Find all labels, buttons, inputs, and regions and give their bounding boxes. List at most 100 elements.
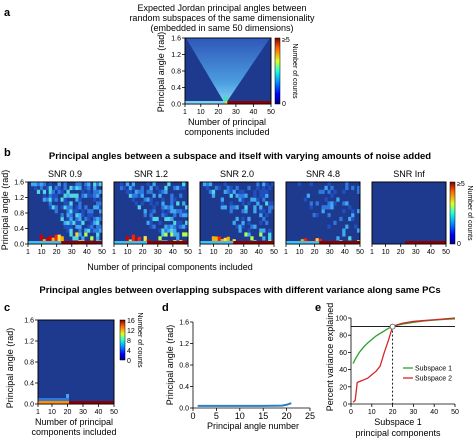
panel-b-snr-3-heat-cell <box>238 189 242 194</box>
panel-e-y-tick-label: 100 <box>335 316 347 323</box>
panel-b-snr-1-heat-cell <box>42 189 47 194</box>
panel-b-snr-1-heat-cell <box>87 189 91 194</box>
panel-b-colorbar-label: Number of counts <box>466 185 473 241</box>
panel-c-frame-top <box>37 319 115 405</box>
panel-b-snr-1-heat-cell <box>96 232 100 237</box>
panel-b-snr-1-heat-cell <box>36 189 41 194</box>
panel-letter-d: d <box>162 302 169 314</box>
panel-b-snr-1-hot-cell <box>45 237 50 244</box>
panel-b-snr-2-heat-cell <box>185 205 189 210</box>
panel-b-snr-3-heat-cell <box>259 232 263 237</box>
panel-b-snr-1-heat-cell <box>66 216 70 222</box>
panel-b-snr-2-heat-cell <box>131 182 136 187</box>
panel-b-snr-2-hot-cell <box>125 235 130 244</box>
panel-b-snr-1-heat-cell <box>96 193 100 198</box>
panel-b-snr-1-heat-cell <box>81 236 85 241</box>
panel-b-snr-2-heat-cell <box>149 224 153 229</box>
panel-b-snr-1-heat-cell <box>54 185 58 191</box>
panel-b-snr-1-heat-cell <box>48 205 52 210</box>
panel-a-bright-tip <box>223 96 228 102</box>
panel-b-snr-3-heat-cell <box>247 216 251 222</box>
panel-b-snr-3-heat-cell <box>235 224 239 229</box>
panel-b-snr-4-heat-cell <box>357 185 361 191</box>
panel-a-zero-band-peak <box>225 101 228 104</box>
panel-b-snr-3-heat-cell <box>220 201 224 206</box>
panel-b-snr-1-heat-cell <box>99 216 103 222</box>
panel-b-snr-1-heat-cell <box>93 182 97 187</box>
panel-b-snr-1-x-tick-label: 40 <box>83 249 91 256</box>
panel-d-x-tick-label: 0 <box>190 411 195 421</box>
panel-b-snr-1-heat-cell <box>78 232 82 237</box>
panel-c-y-tick-label: 0.0 <box>24 402 34 409</box>
panel-b-snr-2-heat-cell <box>128 193 133 198</box>
panel-b-snr-2-heat-cell <box>182 232 186 237</box>
panel-b-snr-3-heat-cell <box>259 193 263 198</box>
panel-b-snr-1-heat-cell <box>84 182 88 187</box>
panel-b-snr-2-zero-band-saturated <box>147 241 188 244</box>
panel-b-snr-1-title: SNR 0.9 <box>48 169 82 179</box>
panel-b-snr-3-heat-cell <box>268 209 272 214</box>
panel-b-snr-3-heat-cell <box>256 182 260 187</box>
panel-b-snr-3-hot-cell <box>214 236 219 244</box>
panel-b-snr-3-heat-cell <box>202 182 207 187</box>
panel-a-y-tick-label: 0.0 <box>171 102 181 109</box>
panel-b-snr-1-heat-cell <box>93 228 97 233</box>
panel-b-snr-1-heat-cell <box>75 209 79 214</box>
panel-b-snr-1-heat-cell <box>60 216 64 222</box>
panel-b-snr-2-heat-cell <box>170 232 174 237</box>
panel-b-snr-1-heat-cell <box>66 193 70 198</box>
panel-b-snr-3-x-tick-label: 40 <box>255 249 263 256</box>
panel-b-snr-3-heat-cell <box>259 220 263 225</box>
panel-b-snr-1-heat-cell <box>78 185 82 191</box>
panel-b-snr-1-heat-cell <box>66 224 70 229</box>
panel-b-snr-2-heat-cell <box>176 220 180 225</box>
panel-b-snr-2-heat-cell <box>146 197 150 202</box>
panel-b-snr-1-hot-cell <box>54 234 58 244</box>
panel-b-snr-1-x-tick-label: 30 <box>68 249 76 256</box>
panel-d-x-tick-label: 15 <box>258 411 268 421</box>
panel-e-crossing-marker <box>389 323 396 330</box>
panel-b-snr-1-heat-cell <box>54 193 58 198</box>
panel-b-snr-2-x-tick-label: 50 <box>184 249 192 256</box>
panel-d-y-tick-label: 1.2 <box>179 341 189 348</box>
panel-b-snr-2-heat-cell <box>149 209 153 214</box>
panel-b-snr-1-heat-cell <box>93 185 97 191</box>
panel-b-snr-1-heat-cell <box>99 205 103 210</box>
panel-b-snr-5-plot-background <box>372 182 446 244</box>
panel-b-snr-2-x-tick-label: 1 <box>112 249 116 256</box>
panel-b-snr-1-heat-cell <box>72 209 76 214</box>
panel-b-snr-1-heat-cell <box>81 220 85 225</box>
panel-b-snr-3-x-tick-label: 50 <box>270 249 278 256</box>
panel-b-snr-4-heat-cell <box>321 209 325 214</box>
panel-b-snr-4-heat-cell <box>315 201 319 206</box>
panel-b-snr-2-heat-cell <box>131 197 136 202</box>
panel-b-snr-2-heat-cell <box>170 197 174 202</box>
panel-b-snr-3-heat-cell <box>259 228 263 233</box>
panel-d-x-tick-label: 10 <box>235 411 245 421</box>
panel-b-snr-1-heat-cell <box>96 201 100 206</box>
panel-b-snr-1-x-tick-label: 20 <box>53 249 61 256</box>
panel-c-colorbar-tick-label: 4 <box>127 348 131 355</box>
panel-b-snr-4-heat-cell <box>330 193 334 198</box>
panel-b-snr-4-x-tick-label: 50 <box>356 249 364 256</box>
panel-b-snr-3-heat-cell <box>265 193 269 198</box>
panel-b-snr-3-heat-cell <box>262 185 266 191</box>
panel-b-snr-3-heat-cell <box>271 205 275 210</box>
panel-b-snr-1-heat-cell <box>99 224 103 229</box>
panel-c-plot-background <box>38 320 114 404</box>
panel-b-snr-2-heat-cell <box>149 213 153 218</box>
panel-b-snr-1-heat-cell <box>66 201 70 206</box>
panel-b-snr-4-heat-cell <box>354 224 358 229</box>
panel-b-snr-1-heat-cell <box>48 189 52 194</box>
panel-letter-a: a <box>4 7 11 19</box>
panel-b-snr-3-heat-cell <box>205 182 210 187</box>
panel-a-colorbar-gradient <box>274 37 281 105</box>
panel-b-snr-1-heat-cell <box>81 189 85 194</box>
panel-b-colorbar-gradient <box>449 181 456 245</box>
panel-b-snr-2-heat-cell <box>149 197 153 202</box>
panel-b-snr-2-heat-cell <box>134 189 138 194</box>
panel-b-snr-2-heat-cell <box>146 220 150 225</box>
panel-b-snr-5-x-tick-label: 40 <box>427 249 435 256</box>
panel-b-title: Principal angles between a subspace and … <box>49 151 431 162</box>
panel-b-snr-1-heat-cell <box>63 220 67 225</box>
